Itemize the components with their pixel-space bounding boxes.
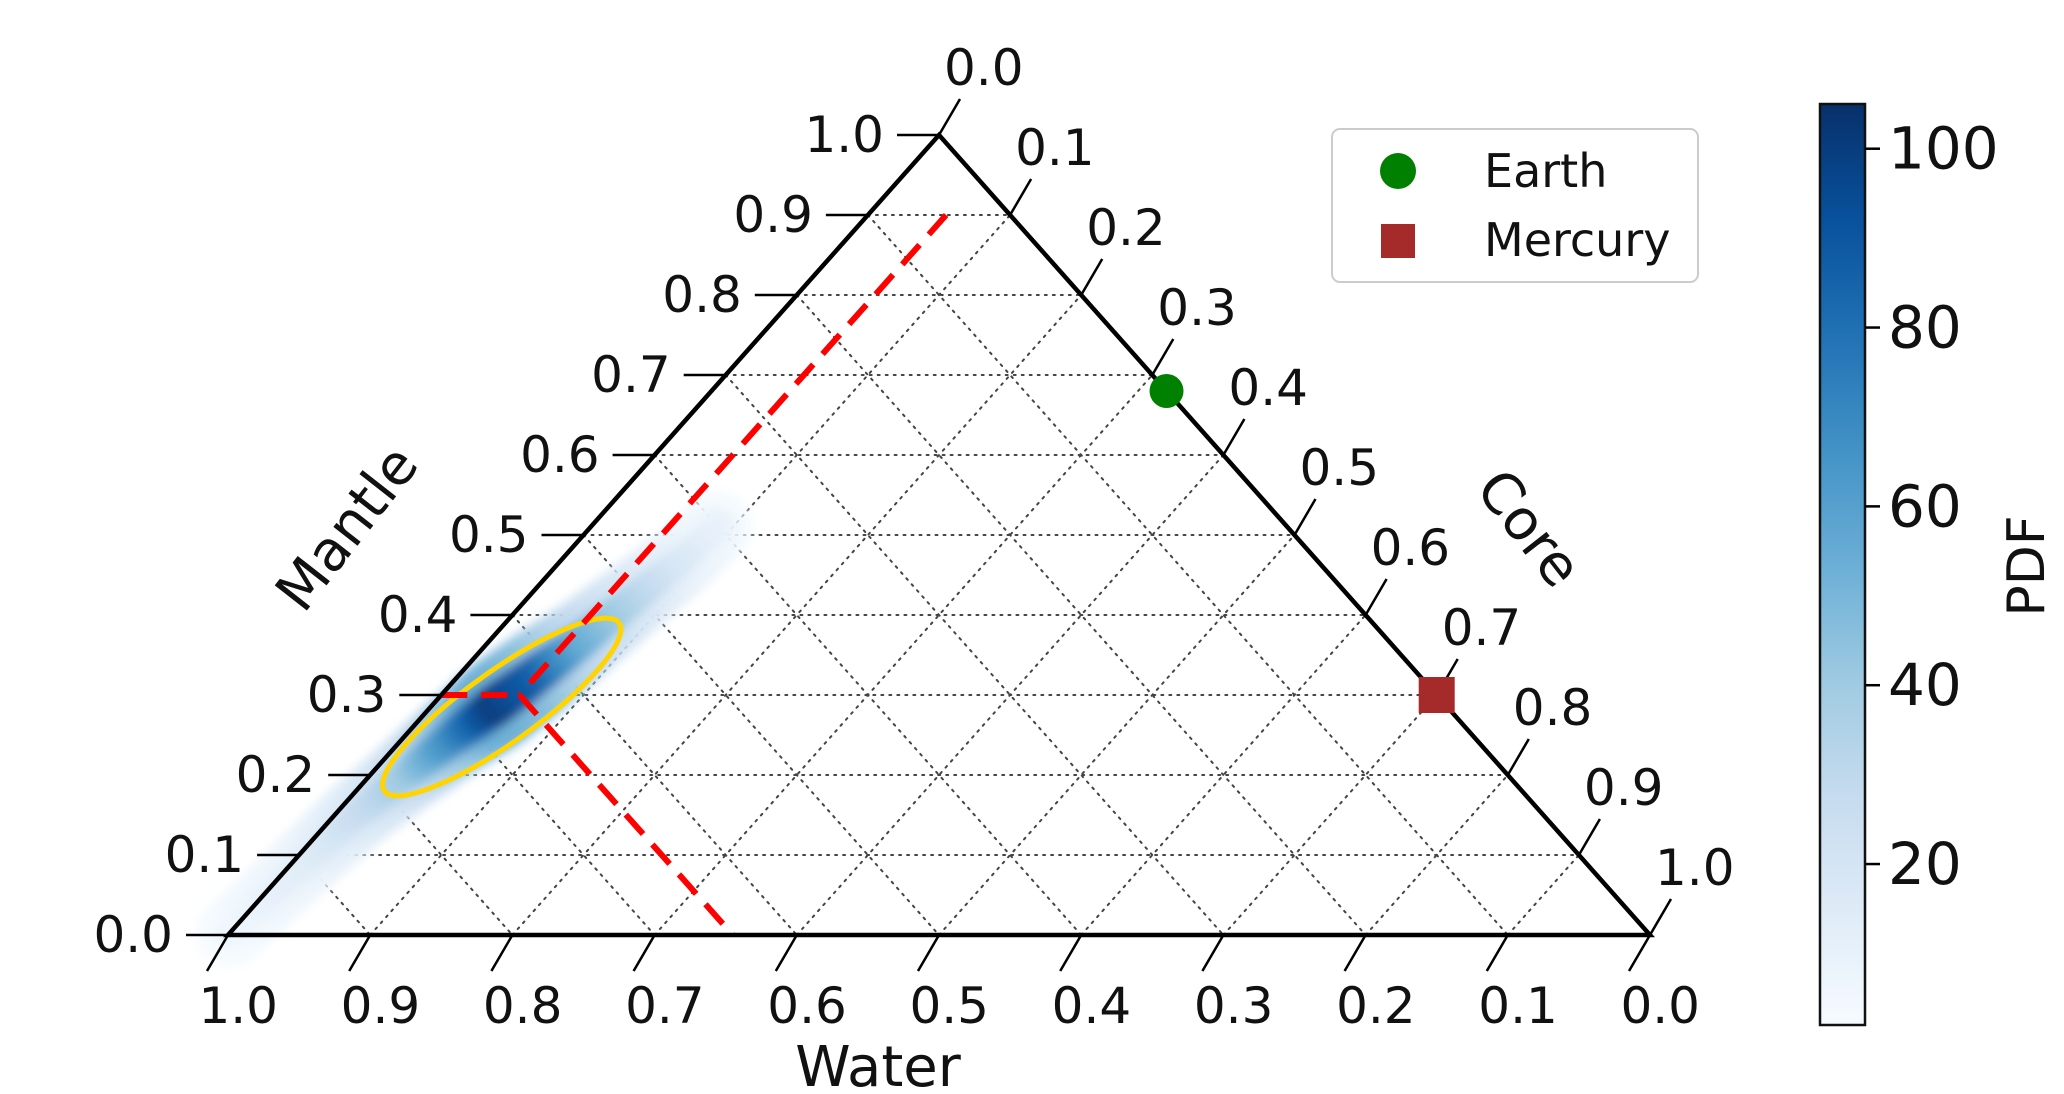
water-tick-label: 0.9 bbox=[341, 977, 421, 1035]
credible-region-ellipse bbox=[380, 615, 624, 799]
colorbar-tick-label: 20 bbox=[1888, 830, 1962, 898]
grid-line bbox=[1506, 854, 1580, 936]
water-tick-label: 0.1 bbox=[1478, 977, 1558, 1035]
mantle-tick-label: 0.0 bbox=[93, 906, 173, 964]
core-tick-label: 0.6 bbox=[1371, 519, 1451, 577]
water-tick bbox=[490, 934, 514, 972]
water-tick bbox=[1201, 934, 1225, 972]
mantle-tick-label: 1.0 bbox=[804, 106, 884, 164]
mantle-tick-label: 0.1 bbox=[165, 826, 245, 884]
mercury-marker bbox=[1418, 677, 1455, 713]
water-tick-label: 0.2 bbox=[1336, 977, 1416, 1035]
water-tick bbox=[1627, 934, 1652, 972]
core-tick bbox=[1506, 738, 1530, 776]
core-tick-label: 0.4 bbox=[1228, 359, 1308, 417]
grid-line bbox=[653, 454, 1083, 936]
mantle-tick-label: 0.7 bbox=[591, 346, 671, 404]
water-axis-title: Water bbox=[795, 1035, 962, 1094]
water-tick bbox=[774, 934, 798, 972]
core-tick-label: 0.5 bbox=[1300, 439, 1380, 497]
grid-line bbox=[938, 534, 1296, 936]
core-tick bbox=[1577, 818, 1601, 856]
core-tick bbox=[1151, 338, 1175, 376]
water-tick bbox=[1485, 934, 1509, 972]
water-tick bbox=[205, 934, 230, 972]
mantle-tick-label: 0.8 bbox=[662, 266, 742, 324]
water-tick bbox=[1343, 934, 1367, 972]
grid-line bbox=[1364, 774, 1509, 936]
water-tick-label: 0.0 bbox=[1620, 977, 1700, 1035]
core-tick-label: 0.8 bbox=[1513, 679, 1593, 737]
legend: Earth Mercury bbox=[1331, 128, 1699, 283]
grid-line bbox=[724, 374, 1225, 936]
water-tick-label: 0.6 bbox=[767, 977, 847, 1035]
core-tick-label: 0.9 bbox=[1584, 759, 1664, 817]
grid-line bbox=[511, 294, 1083, 936]
water-tick bbox=[1059, 934, 1083, 972]
grid-line bbox=[369, 774, 514, 936]
water-tick bbox=[916, 934, 941, 972]
colorbar-tick-label: 100 bbox=[1888, 115, 1999, 183]
credible-region-layer bbox=[380, 615, 624, 799]
water-tick-label: 0.8 bbox=[483, 977, 563, 1035]
water-tick-label: 0.7 bbox=[625, 977, 705, 1035]
mantle-tick-label: 0.4 bbox=[378, 586, 458, 644]
water-tick-label: 0.5 bbox=[909, 977, 989, 1035]
mantle-tick-label: 0.6 bbox=[520, 426, 600, 484]
earth-marker bbox=[1149, 374, 1184, 408]
reference-lines-layer bbox=[441, 213, 949, 937]
core-tick bbox=[937, 98, 962, 136]
core-tick-label: 0.0 bbox=[944, 39, 1024, 97]
grid-line bbox=[866, 214, 1509, 936]
water-tick-label: 1.0 bbox=[198, 977, 278, 1035]
grid-line bbox=[795, 294, 1367, 936]
water-tick bbox=[348, 934, 372, 972]
mantle-tick-label: 0.2 bbox=[236, 746, 316, 804]
legend-earth-label: Earth bbox=[1484, 144, 1607, 198]
core-tick-label: 0.2 bbox=[1086, 199, 1166, 257]
core-tick-label: 0.7 bbox=[1442, 599, 1522, 657]
grid-line bbox=[1222, 694, 1438, 936]
core-tick-label: 0.3 bbox=[1157, 279, 1237, 337]
grid-line bbox=[1080, 614, 1367, 936]
colorbar-tick-label: 60 bbox=[1888, 472, 1962, 540]
ternary-grid bbox=[298, 214, 1580, 936]
core-axis-title: Core bbox=[1463, 458, 1594, 600]
core-tick-label: 1.0 bbox=[1655, 839, 1735, 897]
core-tick bbox=[1222, 418, 1246, 456]
legend-mercury-label: Mercury bbox=[1484, 213, 1670, 267]
core-tick bbox=[1293, 498, 1317, 536]
colorbar-tick-label: 80 bbox=[1888, 294, 1962, 362]
reference-line bbox=[517, 213, 949, 697]
mantle-tick-label: 0.5 bbox=[449, 506, 529, 564]
reference-line bbox=[517, 693, 736, 937]
mantle-tick-label: 0.3 bbox=[307, 666, 387, 724]
tick-layer: 0.0 0.1 0.2 0.3 0.4 0.5 0.6 0.7 0.8 0.9 1.0 1.0 0.9 0… bbox=[93, 39, 1734, 1035]
core-tick bbox=[1364, 578, 1388, 616]
legend-box bbox=[1331, 128, 1699, 283]
legend-mercury-marker bbox=[1381, 224, 1415, 258]
grid-line bbox=[440, 694, 656, 936]
core-tick bbox=[1648, 898, 1673, 936]
legend-earth-marker bbox=[1380, 153, 1416, 189]
grid-line bbox=[653, 374, 1154, 936]
core-tick-label: 0.1 bbox=[1015, 119, 1095, 177]
colorbar-ticks: 20 40 60 80 100 bbox=[1865, 115, 1999, 898]
colorbar: 20 40 60 80 100 PDF bbox=[1818, 102, 2057, 1027]
core-tick bbox=[1009, 178, 1033, 216]
core-tick bbox=[1080, 258, 1104, 296]
marker-layer bbox=[1149, 374, 1455, 713]
colorbar-tick-label: 40 bbox=[1888, 651, 1962, 719]
colorbar-gradient bbox=[1818, 102, 1867, 1027]
water-tick bbox=[632, 934, 656, 972]
water-tick-label: 0.3 bbox=[1194, 977, 1274, 1035]
density-core bbox=[703, 510, 734, 541]
mantle-tick-label: 0.9 bbox=[733, 186, 813, 244]
colorbar-title: PDF bbox=[1997, 515, 2057, 616]
water-tick-label: 0.4 bbox=[1052, 977, 1132, 1035]
